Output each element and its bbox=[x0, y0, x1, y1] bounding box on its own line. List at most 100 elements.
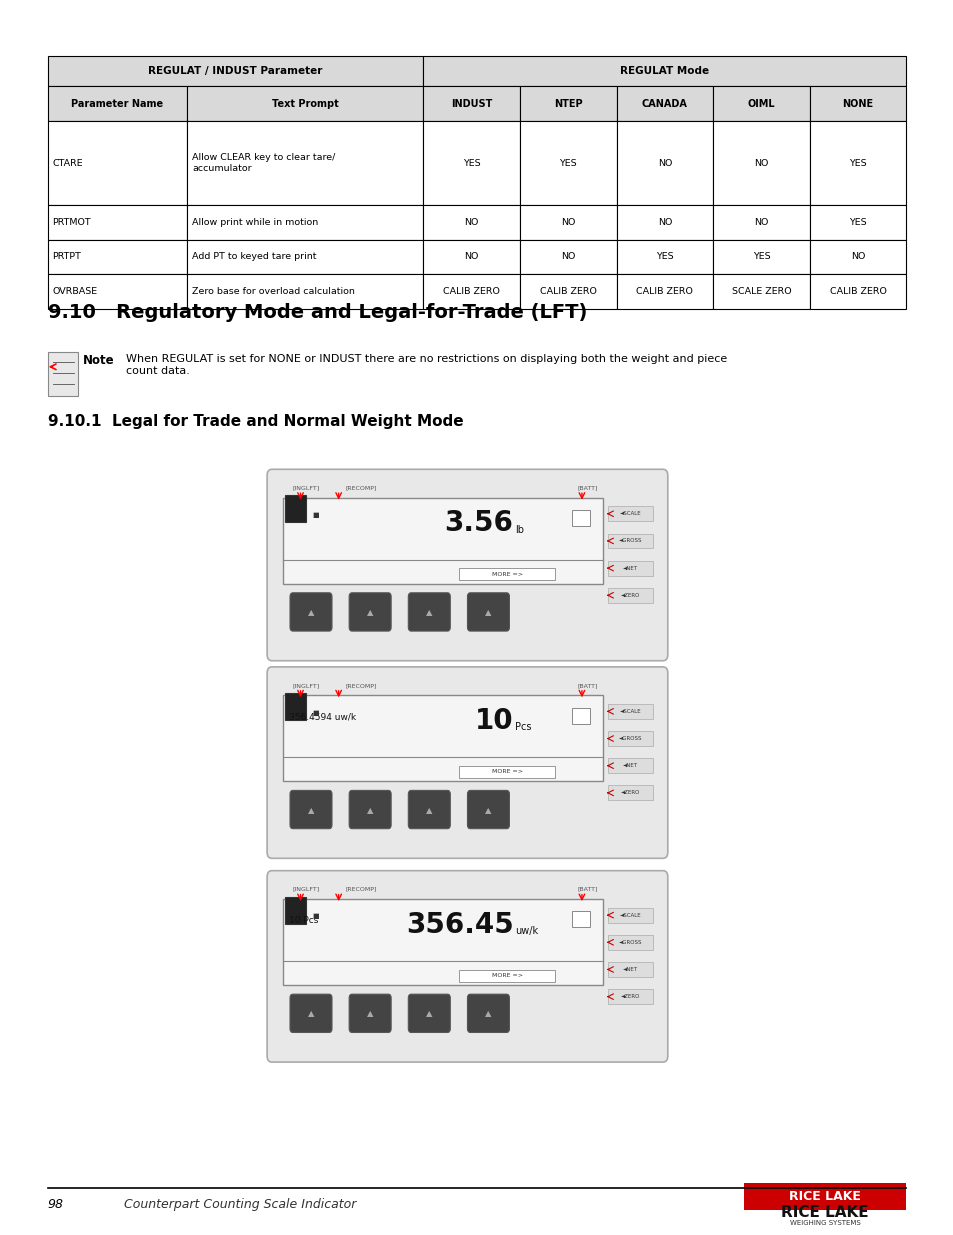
Text: 9.10   Regulatory Mode and Legal-for-Trade (LFT): 9.10 Regulatory Mode and Legal-for-Trade… bbox=[48, 303, 586, 321]
Text: ▲: ▲ bbox=[367, 1009, 373, 1019]
FancyBboxPatch shape bbox=[809, 205, 905, 240]
FancyBboxPatch shape bbox=[187, 240, 423, 274]
Text: YES: YES bbox=[558, 158, 577, 168]
Bar bbox=[607, 962, 653, 977]
Text: NO: NO bbox=[754, 158, 768, 168]
Text: PRTPT: PRTPT bbox=[52, 252, 81, 262]
Text: CANADA: CANADA bbox=[641, 99, 687, 109]
Text: WEIGHING SYSTEMS: WEIGHING SYSTEMS bbox=[789, 1220, 860, 1225]
Text: Allow CLEAR key to clear tare/
accumulator: Allow CLEAR key to clear tare/ accumulat… bbox=[192, 153, 335, 173]
Text: NTEP: NTEP bbox=[554, 99, 582, 109]
Text: ◄SCALE: ◄SCALE bbox=[619, 511, 640, 516]
Bar bbox=[607, 561, 653, 576]
FancyBboxPatch shape bbox=[290, 790, 332, 829]
Text: PRTMOT: PRTMOT bbox=[52, 217, 91, 227]
Text: uw/k: uw/k bbox=[515, 926, 537, 936]
Text: ▲: ▲ bbox=[426, 608, 432, 618]
Text: Parameter Name: Parameter Name bbox=[71, 99, 163, 109]
Bar bbox=[285, 897, 306, 924]
FancyBboxPatch shape bbox=[423, 86, 519, 121]
Bar bbox=[607, 989, 653, 1004]
FancyBboxPatch shape bbox=[283, 899, 602, 986]
FancyBboxPatch shape bbox=[187, 86, 423, 121]
Text: OVRBASE: OVRBASE bbox=[52, 287, 97, 296]
Bar bbox=[607, 758, 653, 773]
Text: CTARE: CTARE bbox=[52, 158, 83, 168]
FancyBboxPatch shape bbox=[467, 593, 509, 631]
Text: ◄SCALE: ◄SCALE bbox=[619, 709, 640, 714]
Text: Add PT to keyed tare print: Add PT to keyed tare print bbox=[192, 252, 316, 262]
FancyBboxPatch shape bbox=[519, 205, 616, 240]
Text: [INGLFT]: [INGLFT] bbox=[293, 683, 320, 688]
FancyBboxPatch shape bbox=[187, 274, 423, 309]
Text: NO: NO bbox=[850, 252, 864, 262]
Bar bbox=[285, 693, 306, 720]
Text: MORE =>: MORE => bbox=[491, 769, 522, 774]
Text: ◄GROSS: ◄GROSS bbox=[618, 538, 641, 543]
Text: 3.56: 3.56 bbox=[444, 510, 513, 537]
Text: ▲: ▲ bbox=[426, 1009, 432, 1019]
Text: NO: NO bbox=[657, 158, 671, 168]
FancyBboxPatch shape bbox=[616, 240, 712, 274]
Text: ◄GROSS: ◄GROSS bbox=[618, 736, 641, 741]
FancyBboxPatch shape bbox=[519, 274, 616, 309]
Text: NONE: NONE bbox=[841, 99, 873, 109]
Text: MORE =>: MORE => bbox=[491, 973, 522, 978]
FancyBboxPatch shape bbox=[423, 274, 519, 309]
Text: Pcs: Pcs bbox=[515, 722, 531, 732]
FancyBboxPatch shape bbox=[712, 274, 809, 309]
Text: CALIB ZERO: CALIB ZERO bbox=[539, 287, 596, 296]
Text: MORE =>: MORE => bbox=[491, 572, 522, 577]
Text: [INGLFT]: [INGLFT] bbox=[293, 887, 320, 892]
Text: [RECOMP]: [RECOMP] bbox=[345, 887, 376, 892]
Text: ◄ZERO: ◄ZERO bbox=[620, 790, 639, 795]
FancyBboxPatch shape bbox=[290, 994, 332, 1032]
Text: [BATT]: [BATT] bbox=[578, 887, 598, 892]
Text: YES: YES bbox=[848, 217, 866, 227]
FancyBboxPatch shape bbox=[712, 205, 809, 240]
Text: RICE LAKE: RICE LAKE bbox=[781, 1205, 868, 1220]
FancyBboxPatch shape bbox=[809, 240, 905, 274]
Bar bbox=[607, 534, 653, 548]
FancyBboxPatch shape bbox=[48, 274, 187, 309]
Text: ■: ■ bbox=[312, 513, 318, 517]
Text: ▲: ▲ bbox=[367, 805, 373, 815]
FancyBboxPatch shape bbox=[48, 86, 187, 121]
FancyBboxPatch shape bbox=[467, 790, 509, 829]
Text: ◄NET: ◄NET bbox=[622, 967, 638, 972]
Text: Allow print while in motion: Allow print while in motion bbox=[192, 217, 318, 227]
FancyBboxPatch shape bbox=[187, 205, 423, 240]
Text: REGULAT Mode: REGULAT Mode bbox=[619, 65, 709, 77]
FancyBboxPatch shape bbox=[290, 593, 332, 631]
FancyBboxPatch shape bbox=[349, 790, 391, 829]
FancyBboxPatch shape bbox=[423, 240, 519, 274]
Text: CALIB ZERO: CALIB ZERO bbox=[443, 287, 499, 296]
Bar bbox=[458, 969, 555, 982]
FancyBboxPatch shape bbox=[467, 994, 509, 1032]
FancyBboxPatch shape bbox=[809, 86, 905, 121]
Bar bbox=[572, 708, 589, 724]
FancyBboxPatch shape bbox=[48, 352, 78, 396]
FancyBboxPatch shape bbox=[712, 86, 809, 121]
Text: 356.4594 uw/k: 356.4594 uw/k bbox=[289, 713, 355, 721]
FancyBboxPatch shape bbox=[423, 121, 519, 205]
Text: ◄GROSS: ◄GROSS bbox=[618, 940, 641, 945]
FancyBboxPatch shape bbox=[48, 56, 423, 86]
Text: Zero base for overload calculation: Zero base for overload calculation bbox=[192, 287, 355, 296]
Text: 10: 10 bbox=[475, 708, 513, 735]
FancyBboxPatch shape bbox=[187, 121, 423, 205]
Bar bbox=[458, 568, 555, 580]
FancyBboxPatch shape bbox=[616, 274, 712, 309]
FancyBboxPatch shape bbox=[267, 871, 667, 1062]
FancyBboxPatch shape bbox=[423, 205, 519, 240]
FancyBboxPatch shape bbox=[712, 121, 809, 205]
Text: 10 Pcs: 10 Pcs bbox=[289, 916, 318, 925]
Text: [INGLFT]: [INGLFT] bbox=[293, 485, 320, 490]
Text: NO: NO bbox=[560, 217, 575, 227]
FancyBboxPatch shape bbox=[48, 205, 187, 240]
Text: NO: NO bbox=[464, 217, 478, 227]
Text: YES: YES bbox=[462, 158, 480, 168]
Text: ◄ZERO: ◄ZERO bbox=[620, 593, 639, 598]
Bar bbox=[607, 908, 653, 923]
FancyBboxPatch shape bbox=[616, 205, 712, 240]
